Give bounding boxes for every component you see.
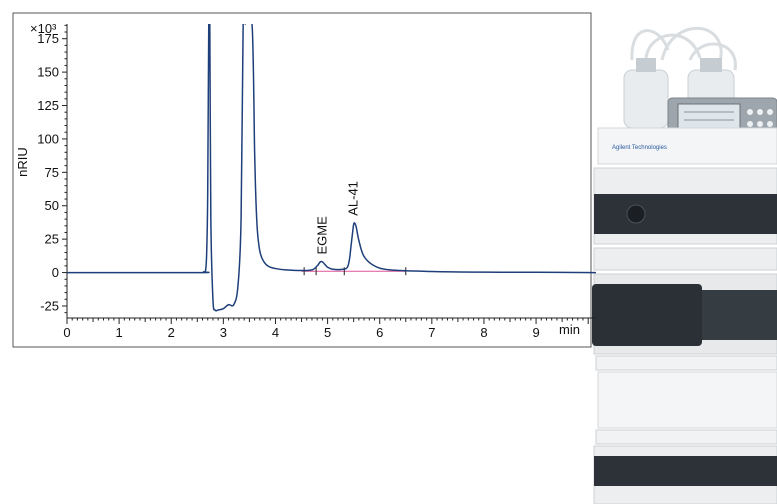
series-line [67,24,596,312]
x-tick-label: 1 [116,325,123,340]
x-tick-label: 4 [272,325,279,340]
x-axis: 0 1 2 3 4 5 6 7 8 9 [63,317,596,340]
y-tick-label: 50 [45,198,59,213]
y-tick-label: 125 [37,98,59,113]
x-axis-label: min [559,322,580,337]
chromatogram-chart: -25 0 25 50 75 100 125 150 175 0 1 2 3 4 5 6 7 8 9 ×10³ n… [15,21,596,340]
y-tick-label: 0 [52,265,59,280]
y-tick-label: 150 [37,65,59,80]
y-axis-label: nRIU [15,147,30,177]
x-tick-label: 5 [324,325,331,340]
x-tick-label: 2 [168,325,175,340]
y-axis: -25 0 25 50 75 100 125 150 175 [37,24,68,318]
y-tick-label: 175 [37,31,59,46]
plot-area [67,24,596,312]
chart-frame [12,12,592,348]
x-tick-label: 0 [63,325,70,340]
brand-text: Agilent Technologies [612,145,667,151]
y-tick-label: 75 [45,165,59,180]
y-tick-label: 100 [37,131,59,146]
x-tick-label: 3 [220,325,227,340]
y-tick-label: -25 [40,298,59,313]
x-tick-label: 6 [376,325,383,340]
x-tick-label: 8 [480,325,487,340]
x-tick-label: 7 [428,325,435,340]
y-multiplier-label: ×10³ [30,21,57,36]
peak-label: EGME [314,216,329,255]
peak-label: AL-41 [346,181,361,216]
x-tick-label: 9 [532,325,539,340]
hplc-instrument-image: Agilent Technologies [592,26,777,504]
y-tick-label: 25 [45,232,59,247]
